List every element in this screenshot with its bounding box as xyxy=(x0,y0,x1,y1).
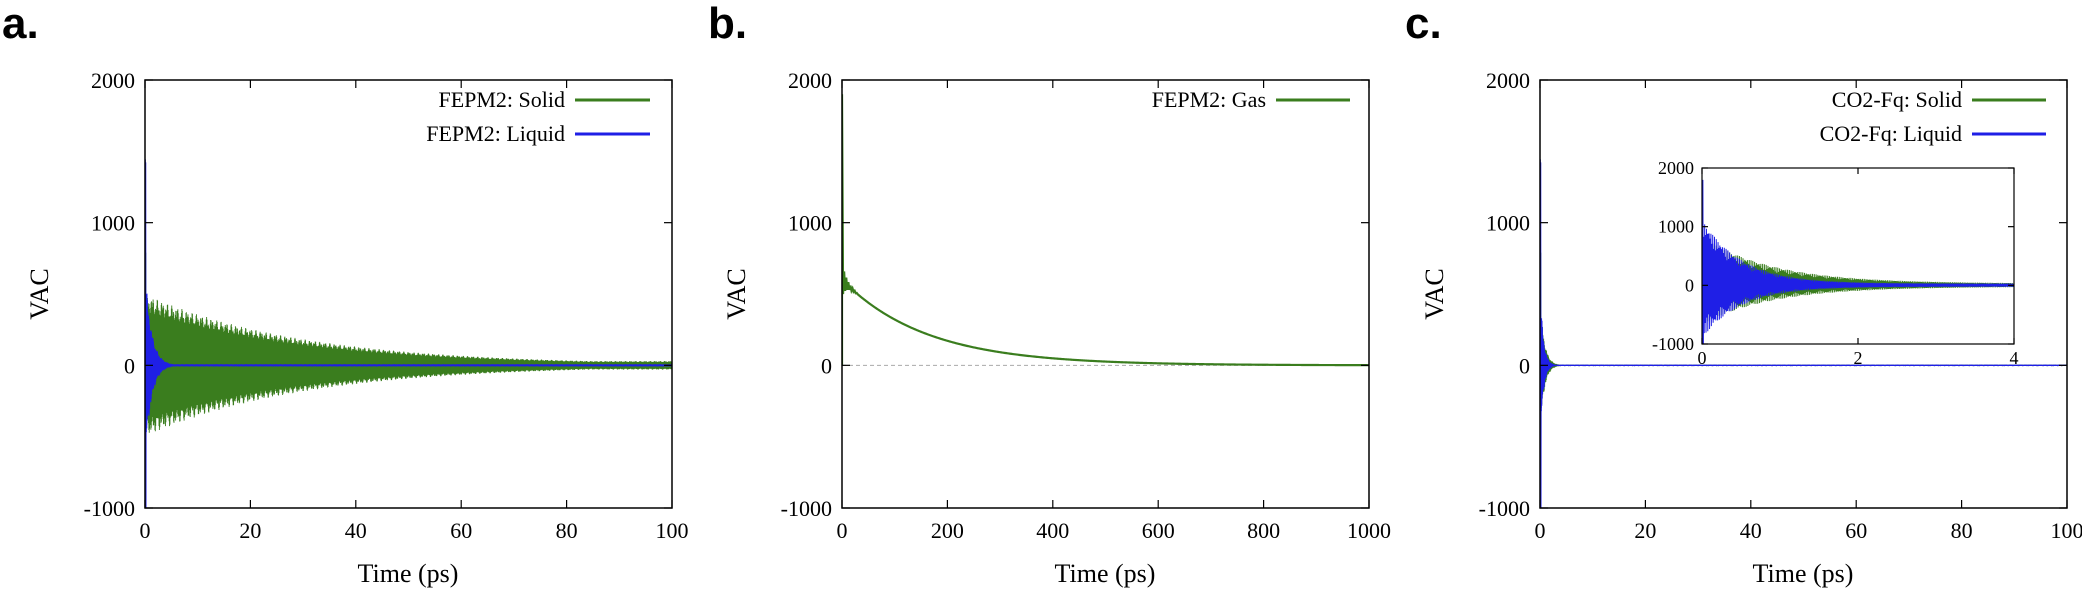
y-tick-label: -1000 xyxy=(781,496,832,521)
legend-item-liquid: FEPM2: Liquid xyxy=(426,121,565,146)
x-tick-label: 40 xyxy=(1740,518,1762,543)
series-group xyxy=(145,159,672,508)
panel-b-xlabel: Time (ps) xyxy=(1055,559,1156,588)
panel-c-plot xyxy=(1540,159,2067,508)
x-tick-label: 200 xyxy=(931,518,964,543)
x-tick-label: 4 xyxy=(2010,348,2019,368)
panel-a-plot xyxy=(145,159,672,508)
inset-plot xyxy=(1702,179,2014,344)
panel-c-legend: CO2-Fq: Solid CO2-Fq: Liquid xyxy=(1820,87,2046,146)
x-tick-label: 0 xyxy=(1535,518,1546,543)
legend-item-co2-liquid: CO2-Fq: Liquid xyxy=(1820,121,1962,146)
panel-b-ylabel: VAC xyxy=(722,268,751,320)
y-tick-label: 0 xyxy=(821,353,832,378)
y-tick-label: 2000 xyxy=(1658,158,1694,178)
inset-background xyxy=(1702,168,2014,344)
legend-item-gas: FEPM2: Gas xyxy=(1152,87,1266,112)
panel-a-frame xyxy=(144,79,673,509)
panel-c-frame xyxy=(1539,79,2068,509)
x-tick-label: 0 xyxy=(140,518,151,543)
y-tick-label: -1000 xyxy=(1652,334,1694,354)
x-tick-label: 40 xyxy=(345,518,367,543)
panel-a-ylabel: VAC xyxy=(25,268,54,320)
panel-b-legend: FEPM2: Gas xyxy=(1152,87,1350,112)
series-group xyxy=(842,94,1369,367)
panel-a-xlabel: Time (ps) xyxy=(358,559,459,588)
y-tick-label: 2000 xyxy=(788,68,832,93)
series-line-co2-fq-liquid xyxy=(1540,159,2067,508)
series-line-fepm2-solid xyxy=(145,250,672,507)
y-tick-label: 1000 xyxy=(1486,211,1530,236)
panel-c-label: c. xyxy=(1405,0,1442,48)
panel-b-label: b. xyxy=(708,0,747,48)
y-tick-label: 2000 xyxy=(91,68,135,93)
x-tick-label: 800 xyxy=(1247,518,1280,543)
x-tick-label: 80 xyxy=(1951,518,1973,543)
panel-c-ylabel: VAC xyxy=(1420,268,1449,320)
y-tick-label: 0 xyxy=(124,353,135,378)
x-tick-label: 0 xyxy=(837,518,848,543)
x-tick-label: 100 xyxy=(2051,518,2082,543)
x-tick-label: 20 xyxy=(239,518,261,543)
y-tick-label: -1000 xyxy=(1479,496,1530,521)
panel-b-plot xyxy=(842,94,1369,367)
x-tick-label: 0 xyxy=(1698,348,1707,368)
panel-a-label: a. xyxy=(2,0,39,48)
x-tick-label: 60 xyxy=(450,518,472,543)
series-line-fepm2-liquid xyxy=(145,159,672,508)
x-tick-label: 2 xyxy=(1854,348,1863,368)
y-tick-label: 1000 xyxy=(788,211,832,236)
y-tick-label: 0 xyxy=(1519,353,1530,378)
x-tick-label: 80 xyxy=(556,518,578,543)
x-tick-label: 20 xyxy=(1634,518,1656,543)
legend-item-co2-solid: CO2-Fq: Solid xyxy=(1832,87,1962,112)
y-tick-label: 0 xyxy=(1685,275,1694,295)
x-tick-label: 100 xyxy=(656,518,689,543)
y-tick-label: 2000 xyxy=(1486,68,1530,93)
panel-b-frame xyxy=(841,79,1370,509)
series-group xyxy=(1540,159,2067,508)
y-tick-label: 1000 xyxy=(91,211,135,236)
x-tick-label: 1000 xyxy=(1347,518,1391,543)
inset-series-group xyxy=(1702,179,2014,344)
inset-series-line xyxy=(1702,179,2014,344)
panel-a-legend: FEPM2: Solid FEPM2: Liquid xyxy=(426,87,650,146)
x-tick-label: 60 xyxy=(1845,518,1867,543)
x-tick-label: 400 xyxy=(1036,518,1069,543)
y-tick-label: 1000 xyxy=(1658,217,1694,237)
panel-c-xlabel: Time (ps) xyxy=(1753,559,1854,588)
x-tick-label: 600 xyxy=(1142,518,1175,543)
y-tick-label: -1000 xyxy=(84,496,135,521)
series-line-fepm2-gas xyxy=(842,94,1369,367)
legend-item-solid: FEPM2: Solid xyxy=(438,87,565,112)
